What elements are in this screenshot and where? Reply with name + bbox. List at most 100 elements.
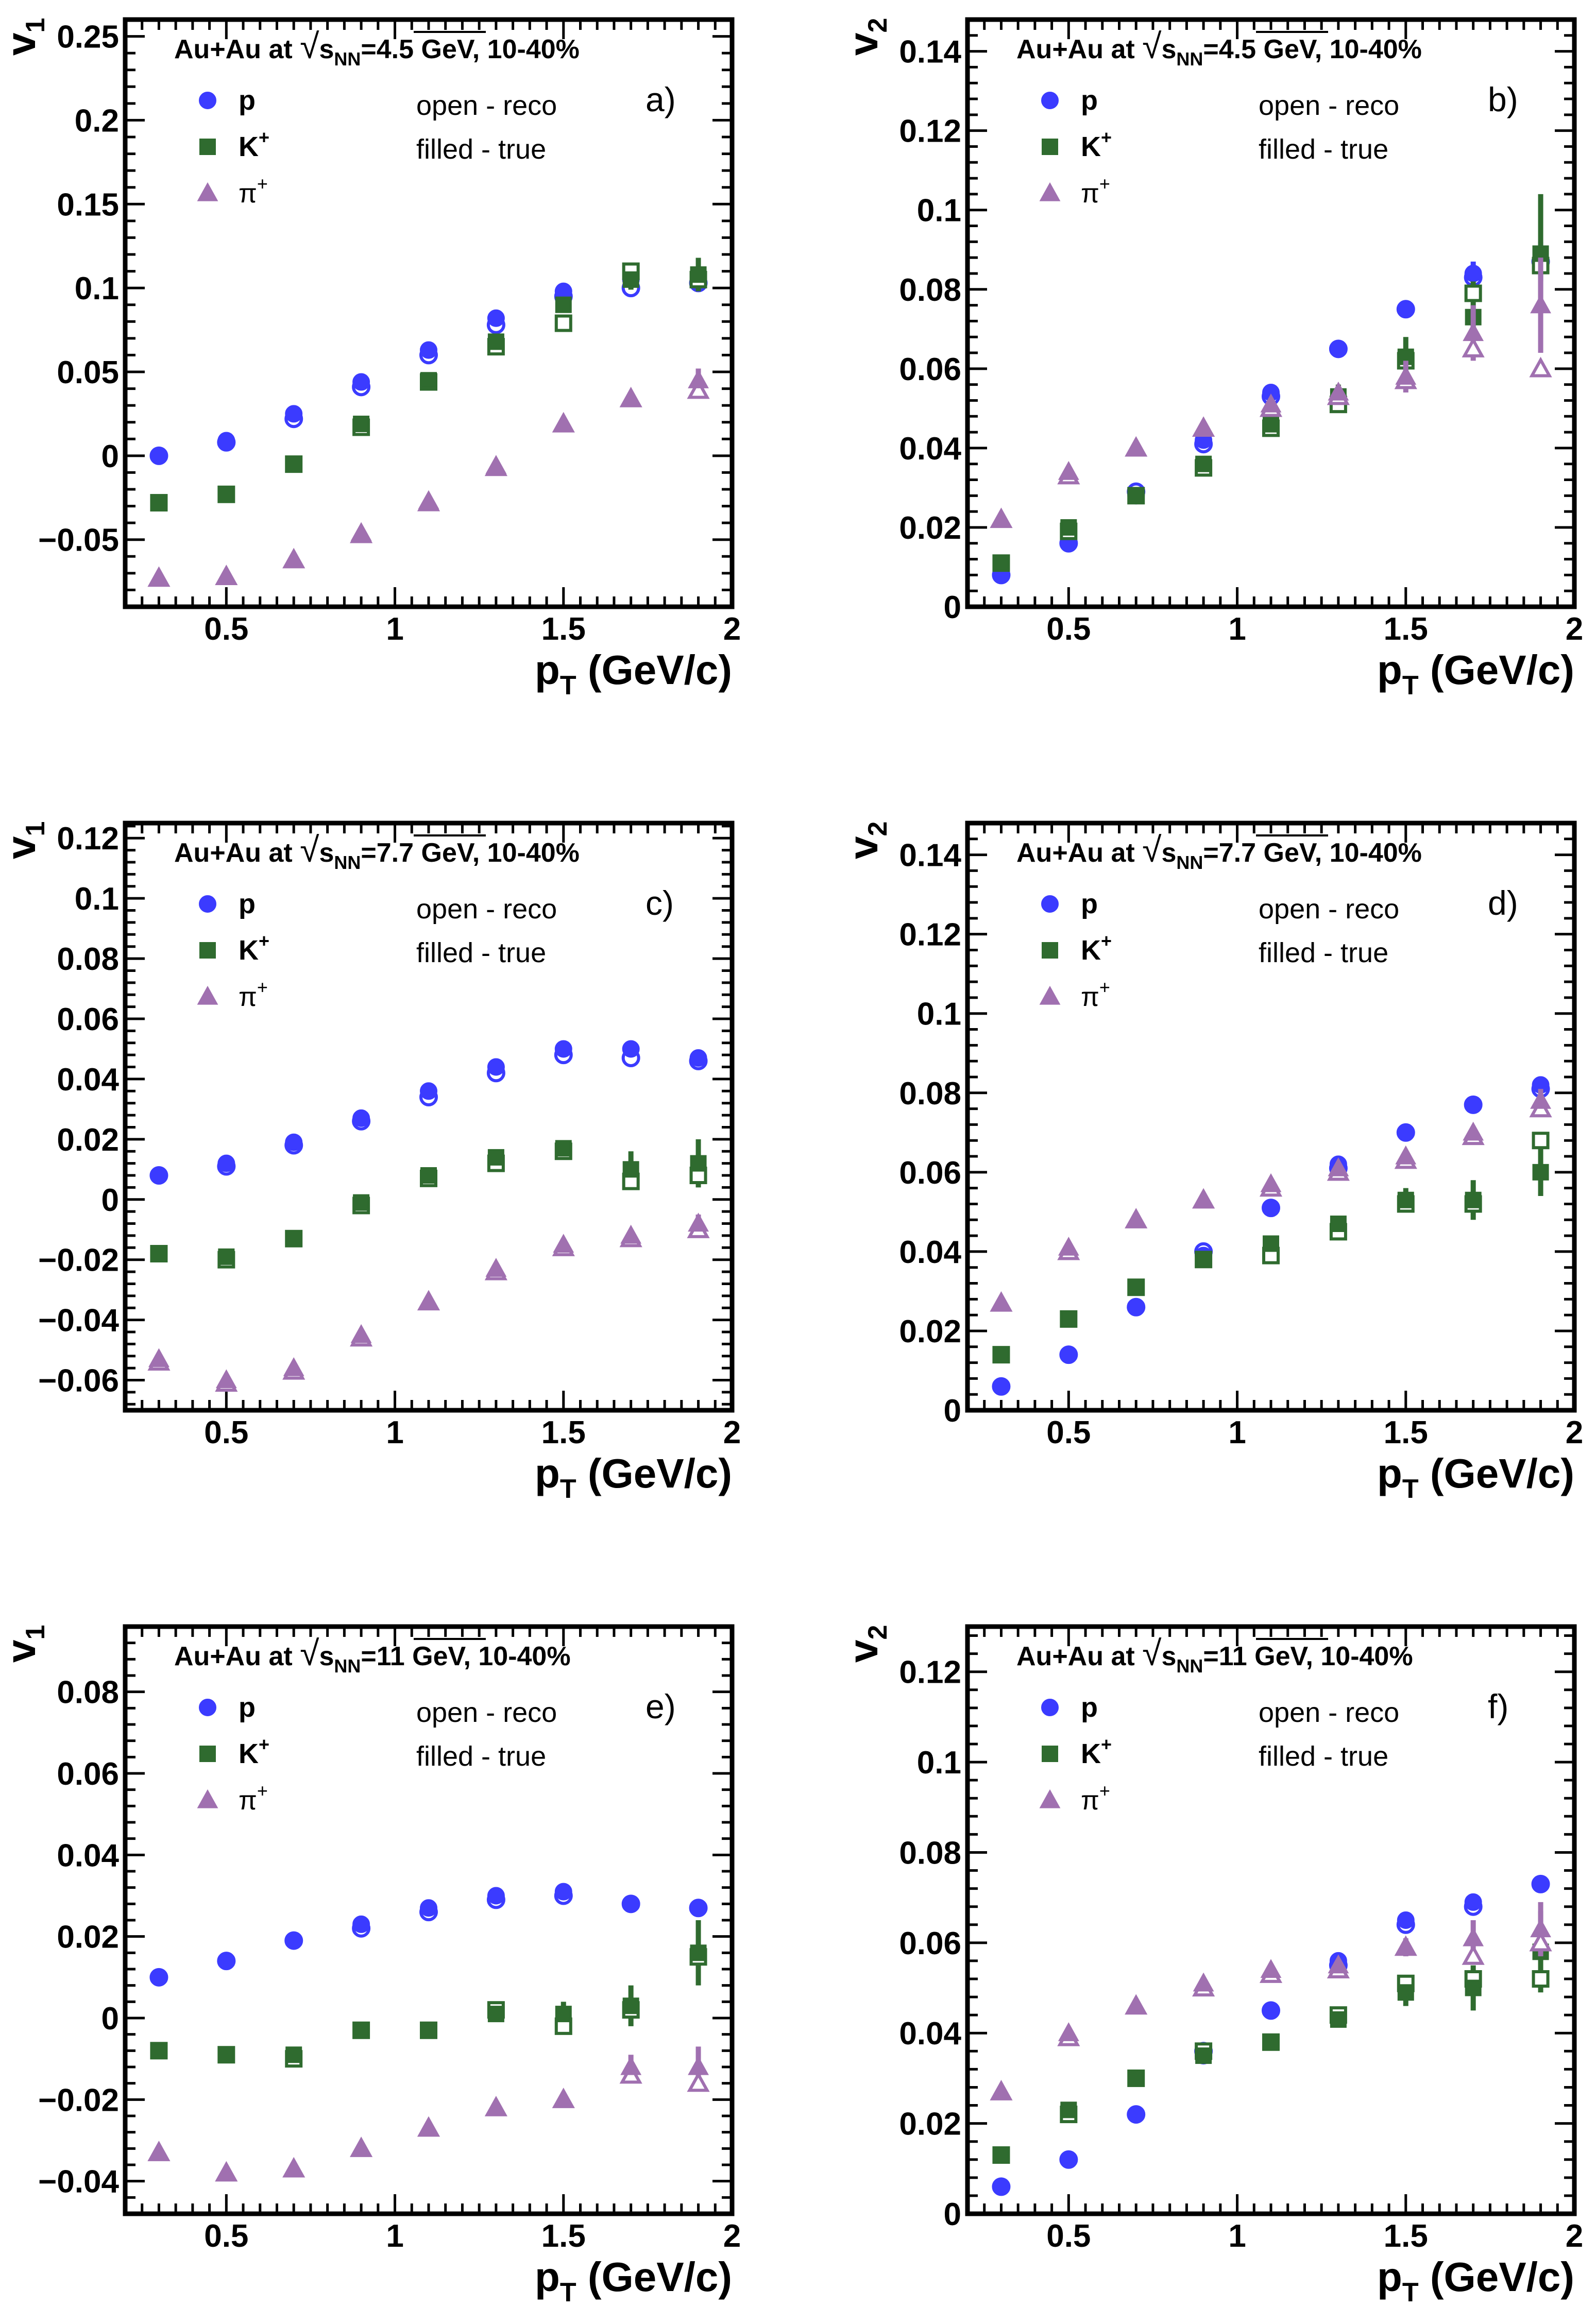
x-tick-label: 1 <box>386 611 403 647</box>
data-point-true <box>285 1932 303 1950</box>
y-tick-label: 0.1 <box>75 881 119 917</box>
data-point-reco <box>1464 284 1482 302</box>
data-point-true <box>689 1049 707 1067</box>
x-axis-label-unit: (GeV/c) <box>576 2254 732 2300</box>
legend-species: π <box>1081 1786 1099 1816</box>
legend-filled-true: filled - true <box>416 134 546 165</box>
legend-marker-pi <box>197 182 218 201</box>
x-axis-label-unit: (GeV/c) <box>1419 1450 1574 1496</box>
data-point-true <box>420 372 437 389</box>
series-pi <box>147 1212 710 1392</box>
data-point-true <box>1260 1959 1282 1978</box>
title-energy: =4.5 GeV, 10-40% <box>361 35 580 64</box>
y-tick-label: 0.02 <box>899 510 961 546</box>
data-point-reco <box>1462 1944 1485 1965</box>
legend-open-reco: open - reco <box>416 894 557 925</box>
data-point-true <box>1125 437 1147 456</box>
series-K <box>992 1132 1550 1364</box>
data-point-true <box>1263 2034 1279 2050</box>
x-tick-label: 2 <box>723 611 741 647</box>
legend-species-sup: + <box>257 173 268 194</box>
data-point-true <box>620 1224 642 1244</box>
data-point-true <box>1058 2022 1079 2041</box>
data-point-true <box>1125 1995 1147 2014</box>
legend-marker-pi <box>1039 1789 1061 1808</box>
data-point-true <box>1330 1215 1347 1232</box>
x-axis-label-unit: (GeV/c) <box>576 647 732 693</box>
x-axis-label: pT (GeV/c) <box>1377 647 1574 700</box>
data-point-true <box>150 1167 168 1184</box>
data-point-true <box>1397 1123 1415 1141</box>
data-point-true <box>217 1952 235 1970</box>
data-point-true <box>285 1133 303 1151</box>
y-tick-label: 0.02 <box>899 1314 961 1349</box>
legend-marker-K <box>199 139 216 155</box>
legend-label-pi: π+ <box>239 173 268 209</box>
legend-species-sup: + <box>1099 1780 1110 1801</box>
y-tick-label: 0 <box>101 1183 119 1218</box>
title-nn: NN <box>334 852 361 873</box>
data-point-reco <box>1529 1930 1552 1952</box>
x-axis-label-unit: (GeV/c) <box>1419 2254 1574 2300</box>
legend-marker-p <box>199 92 216 109</box>
x-axis-label-unit: (GeV/c) <box>1419 647 1574 693</box>
title-sqrt: √ <box>300 27 319 66</box>
y-tick-label: 0.04 <box>57 1062 119 1098</box>
chart-title: Au+Au at √sNN=11 GeV, 10-40% <box>174 1634 571 1677</box>
legend-label-p: p <box>1081 85 1098 116</box>
data-layer <box>147 1040 710 1392</box>
legend-species-sup: + <box>1099 977 1110 998</box>
title-prefix: Au+Au at <box>1016 838 1142 868</box>
data-point-true <box>1127 2106 1145 2124</box>
y-axis-label-main: v <box>0 836 44 859</box>
x-axis-label-main: p <box>535 647 560 693</box>
panel-label: e) <box>646 1687 676 1725</box>
series-pi <box>990 1089 1552 1312</box>
legend-species: K <box>1081 131 1101 162</box>
panel-label: c) <box>646 884 674 922</box>
chart-title: Au+Au at √sNN=7.7 GeV, 10-40% <box>174 830 580 873</box>
chart-panel-d: 0.5 1 1.5 200.020.040.060.080.10.120.14v2pT… <box>840 821 1583 1504</box>
y-tick-label: −0.05 <box>38 523 119 558</box>
data-point-true <box>285 2046 302 2063</box>
y-axis-label-sub: 2 <box>863 18 893 33</box>
x-tick-label: 1 <box>1228 611 1246 647</box>
data-point-true <box>690 1944 707 1961</box>
data-point-true <box>993 2147 1010 2163</box>
x-axis-label: pT (GeV/c) <box>1377 2254 1574 2308</box>
data-point-true <box>148 2142 169 2161</box>
panel-label: d) <box>1488 884 1518 922</box>
title-energy: =11 GeV, 10-40% <box>361 1642 570 1671</box>
x-tick-label: 1 <box>1228 2218 1246 2254</box>
legend-species: K <box>1081 1738 1101 1769</box>
legend-species: p <box>1081 1692 1098 1723</box>
x-tick-label: 2 <box>1566 2218 1583 2254</box>
data-point-true <box>1465 1979 1482 1996</box>
data-point-reco <box>687 378 710 399</box>
panel-label: f) <box>1488 1687 1508 1725</box>
data-point-true <box>554 1883 572 1901</box>
data-point-true <box>555 2006 572 2023</box>
data-point-true <box>1530 294 1551 314</box>
y-tick-label: 0.2 <box>75 103 119 139</box>
data-point-true <box>553 1234 574 1253</box>
data-point-true <box>148 567 169 587</box>
data-point-true <box>350 2138 372 2157</box>
data-point-true <box>1260 1173 1282 1192</box>
data-point-true <box>1260 394 1282 413</box>
series-p <box>992 1076 1550 1396</box>
data-point-true <box>352 1915 370 1933</box>
y-tick-label: 0.1 <box>917 193 961 229</box>
y-tick-label: 0.12 <box>899 114 961 149</box>
x-tick-label: 0.5 <box>1046 2218 1091 2254</box>
y-tick-label: 0.08 <box>57 942 119 977</box>
x-axis-label-main: p <box>535 1450 560 1496</box>
y-axis-label-main: v <box>840 836 886 859</box>
legend-species: p <box>239 1692 256 1723</box>
x-tick-label: 1.5 <box>541 1415 586 1450</box>
data-point-true <box>218 486 235 503</box>
legend-marker-p <box>1041 1699 1059 1716</box>
legend-marker-pi <box>1039 985 1061 1005</box>
data-point-true <box>215 1369 237 1389</box>
